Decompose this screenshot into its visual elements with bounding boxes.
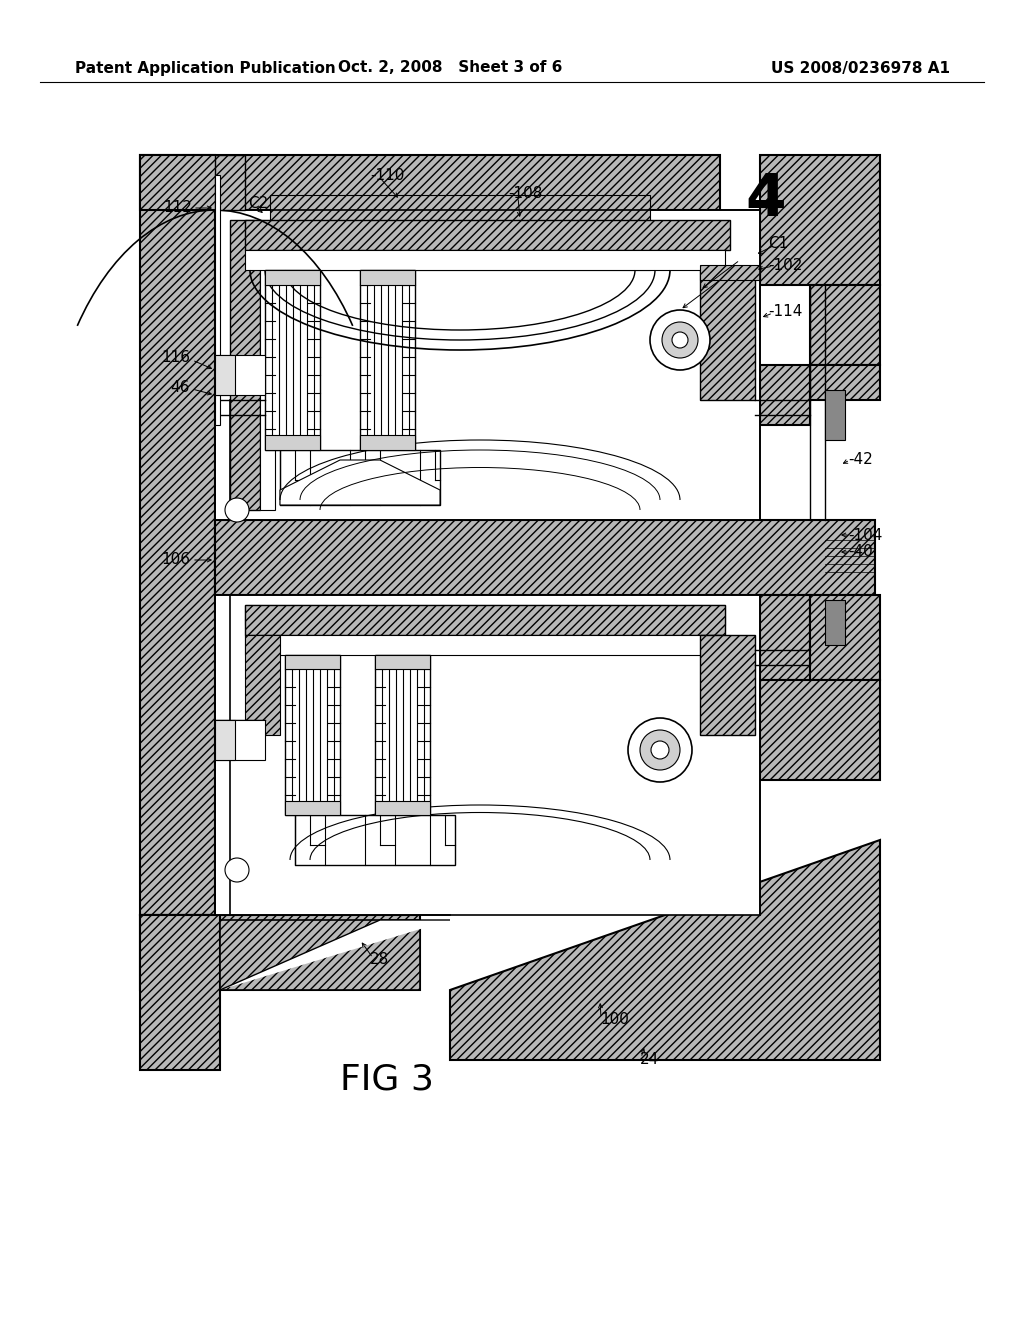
Polygon shape	[220, 920, 420, 990]
Text: -114: -114	[768, 305, 803, 319]
Bar	[245, 605, 725, 635]
Bar	[760, 595, 810, 680]
Bar	[700, 265, 760, 280]
Bar	[140, 154, 215, 915]
Polygon shape	[270, 195, 650, 271]
Circle shape	[225, 498, 249, 521]
Bar	[760, 680, 880, 780]
Bar	[360, 271, 415, 285]
Text: 100: 100	[600, 1012, 629, 1027]
Text: 116: 116	[161, 351, 190, 366]
Bar	[260, 220, 275, 510]
Text: 4: 4	[745, 172, 785, 228]
Bar	[280, 450, 440, 506]
Bar	[245, 249, 725, 271]
Bar	[810, 285, 880, 366]
Bar	[215, 719, 265, 760]
Bar	[215, 719, 234, 760]
Bar	[230, 220, 260, 510]
Text: 28: 28	[370, 953, 389, 968]
Bar	[375, 655, 430, 669]
Bar	[140, 154, 720, 210]
Circle shape	[650, 310, 710, 370]
Bar	[215, 176, 220, 425]
Bar	[810, 595, 880, 680]
Circle shape	[651, 741, 669, 759]
Bar	[760, 154, 880, 285]
Bar	[245, 605, 725, 624]
Bar	[265, 436, 319, 450]
Bar	[810, 366, 880, 400]
Polygon shape	[220, 920, 450, 990]
Text: 112: 112	[163, 201, 193, 215]
Bar	[245, 635, 280, 735]
Text: C2: C2	[248, 197, 268, 211]
Text: FIG 3: FIG 3	[340, 1063, 434, 1097]
Bar	[215, 355, 234, 395]
Bar	[265, 271, 319, 450]
Text: -110: -110	[370, 168, 404, 182]
Bar	[825, 389, 845, 440]
Bar	[245, 220, 730, 249]
Bar	[215, 520, 874, 595]
Bar	[760, 366, 810, 425]
Bar	[360, 436, 415, 450]
Bar	[265, 271, 319, 285]
Text: -42: -42	[848, 453, 872, 467]
Bar	[375, 801, 430, 814]
Text: 24: 24	[640, 1052, 659, 1068]
Circle shape	[628, 718, 692, 781]
Text: 106: 106	[161, 553, 190, 568]
Bar	[285, 801, 340, 814]
Bar	[700, 271, 755, 400]
Bar	[285, 655, 340, 669]
Text: Patent Application Publication: Patent Application Publication	[75, 61, 336, 75]
Bar	[140, 915, 220, 1071]
Text: C1: C1	[768, 235, 788, 251]
Bar	[215, 154, 245, 210]
Bar	[215, 355, 265, 395]
Bar	[215, 595, 760, 915]
Bar	[245, 635, 725, 655]
Bar	[375, 655, 430, 814]
Text: US 2008/0236978 A1: US 2008/0236978 A1	[771, 61, 950, 75]
Bar	[295, 814, 455, 865]
Circle shape	[225, 858, 249, 882]
Text: -40: -40	[848, 544, 872, 560]
Text: Oct. 2, 2008   Sheet 3 of 6: Oct. 2, 2008 Sheet 3 of 6	[338, 61, 562, 75]
Circle shape	[662, 322, 698, 358]
Bar	[700, 635, 755, 735]
Text: -108: -108	[508, 186, 543, 202]
Text: -104: -104	[848, 528, 883, 543]
Text: -102: -102	[768, 257, 803, 272]
Text: 46: 46	[171, 380, 190, 395]
Bar	[140, 915, 420, 990]
Circle shape	[672, 333, 688, 348]
Polygon shape	[450, 840, 880, 1060]
Bar	[360, 271, 415, 450]
Circle shape	[640, 730, 680, 770]
Polygon shape	[280, 459, 440, 506]
Bar	[215, 210, 760, 520]
Bar	[825, 601, 845, 645]
Bar	[285, 655, 340, 814]
